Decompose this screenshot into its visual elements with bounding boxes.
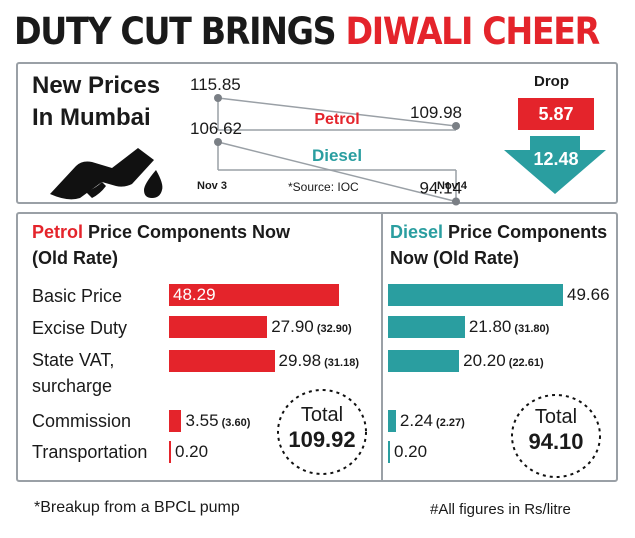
petrol-bar-1 — [169, 316, 268, 338]
petrol-point-1 — [452, 121, 460, 130]
label-excise-duty: Excise Duty — [32, 318, 128, 338]
petrol-total-label: Total — [300, 404, 344, 426]
source-note: *Source: IOC — [288, 180, 359, 194]
petrol-value-1: 27.90 — [271, 317, 314, 336]
x-label-nov-4: Nov 4 — [437, 180, 467, 192]
diesel-value-4: 0.20 — [394, 442, 428, 461]
diesel-old-rate-2: (22.61) — [505, 357, 544, 369]
diesel-total-label: Total — [534, 406, 578, 428]
petrol-value-label-1: 27.90 (32.90) — [271, 317, 351, 337]
headline: DUTY CUT BRINGS DIWALI CHEER — [14, 6, 600, 58]
diesel-point-label-1: 94.14 — [419, 178, 462, 197]
diesel-point-label-0: 106.62 — [190, 119, 242, 138]
label-commission: Commission — [32, 411, 132, 431]
petrol-total-ring — [277, 389, 367, 475]
petrol-bar-2 — [169, 350, 275, 372]
top-title-line-1: New Prices — [32, 72, 161, 99]
label-surcharge: surcharge — [32, 376, 113, 396]
diesel-drop-arrow — [504, 136, 606, 194]
petrol-series-label: Petrol — [314, 111, 359, 128]
petrol-total: Total 109.92 — [274, 404, 370, 453]
petrol-point-label-0: 115.85 — [190, 75, 241, 94]
footer-note-left: *Breakup from a BPCL pump — [34, 499, 240, 516]
diesel-point-0 — [214, 138, 222, 146]
headline-part-2: DIWALI CHEER — [345, 10, 600, 53]
x-label-nov-3: Nov 3 — [197, 180, 227, 192]
petrol-value-label-4: 0.20 — [175, 442, 208, 462]
petrol-value-label-2: 29.98 (31.18) — [279, 351, 359, 371]
diesel-drop-value: 12.48 — [533, 149, 579, 169]
diesel-value-label-4: 0.20 — [394, 442, 427, 462]
diesel-value-label-2: 20.20 (22.61) — [463, 351, 543, 371]
petrol-old-rate-1: (32.90) — [313, 323, 352, 335]
diesel-bar-3 — [388, 410, 396, 432]
diesel-total-value: 94.10 — [528, 429, 584, 454]
petrol-point-0 — [214, 94, 222, 102]
diesel-total: Total 94.10 — [508, 406, 604, 455]
diesel-value-label-3: 2.24 (2.27) — [400, 411, 465, 431]
label-basic-price: Basic Price — [32, 286, 123, 306]
diesel-series-label: Diesel — [312, 146, 362, 165]
drop-label: Drop — [534, 73, 569, 90]
diesel-bar-1 — [388, 316, 465, 338]
diesel-value-label-0: 49.66 — [567, 285, 610, 305]
petrol-bar-0 — [169, 284, 339, 306]
petrol-bar-3 — [169, 410, 182, 432]
petrol-old-rate-2: (31.18) — [321, 357, 359, 369]
diesel-old-rate-3: (2.27) — [432, 417, 465, 429]
fuel-nozzle-icon — [50, 148, 163, 200]
label-transportation: Transportation — [32, 442, 148, 462]
petrol-total-value: 109.92 — [288, 427, 356, 452]
petrol-point-label-1: 109.98 — [410, 103, 462, 122]
petrol-section-title: Petrol Price Components Now — [32, 221, 290, 243]
petrol-drop-value: 5.87 — [538, 104, 574, 124]
diesel-bar-4 — [388, 441, 390, 463]
diesel-value-1: 21.80 — [468, 317, 512, 336]
panel-divider — [381, 212, 383, 482]
petrol-title-rest: Price Components Now — [83, 222, 291, 242]
diesel-title-rest: Price Components — [443, 222, 608, 242]
footer-note-right: #All figures in Rs/litre — [430, 501, 571, 518]
diesel-section-title: Diesel Price Components — [390, 221, 607, 243]
diesel-section-subtitle: Now (Old Rate) — [390, 248, 519, 268]
diesel-total-ring — [511, 394, 601, 478]
top-title-line-2: In Mumbai — [32, 104, 151, 131]
petrol-value-label-3: 3.55 (3.60) — [185, 411, 250, 431]
petrol-value-0: 48.29 — [173, 285, 216, 304]
diesel-old-rate-1: (31.80) — [511, 323, 550, 335]
petrol-value-label-0: 48.29 — [173, 285, 216, 305]
petrol-value-4: 0.20 — [175, 442, 209, 461]
petrol-drop-badge: 5.87 — [518, 98, 594, 130]
diesel-bar-2 — [388, 350, 460, 372]
diesel-value-3: 2.24 — [399, 411, 433, 430]
diesel-title-highlight: Diesel — [390, 222, 444, 242]
petrol-value-2: 29.98 — [278, 351, 322, 370]
diesel-value-label-1: 21.80 (31.80) — [469, 317, 549, 337]
components-panel — [16, 212, 618, 482]
headline-part-1: DUTY CUT BRINGS — [14, 10, 346, 53]
label-state-vat: State VAT, — [32, 350, 115, 370]
petrol-bar-4 — [169, 441, 171, 463]
diesel-value-0: 49.66 — [567, 285, 610, 304]
diesel-line — [217, 141, 457, 203]
petrol-old-rate-3: (3.60) — [218, 417, 251, 429]
diesel-bar-0 — [388, 284, 563, 306]
diesel-value-2: 20.20 — [463, 351, 506, 370]
top-panel — [16, 62, 618, 204]
petrol-title-highlight: Petrol — [32, 222, 84, 242]
petrol-section-subtitle: (Old Rate) — [32, 248, 119, 268]
diesel-point-1 — [452, 197, 460, 206]
petrol-value-3: 3.55 — [185, 411, 219, 430]
